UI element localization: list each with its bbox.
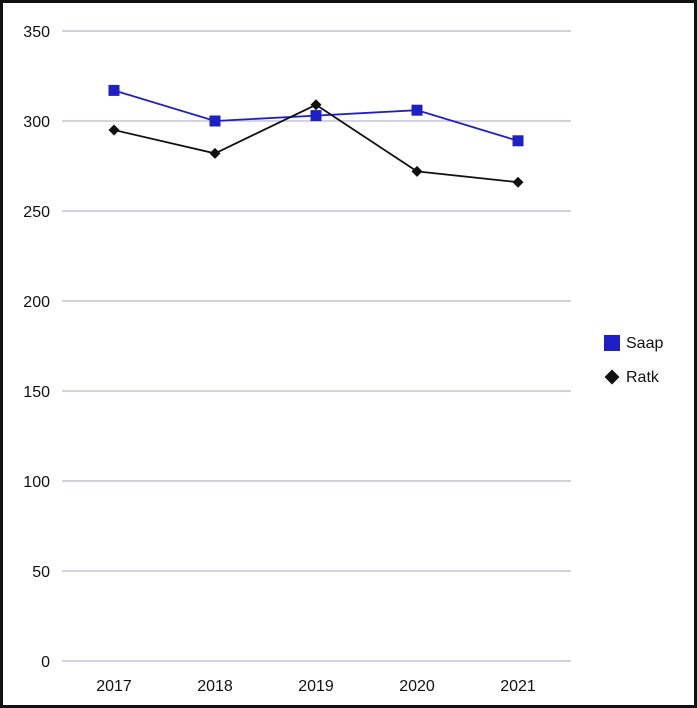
data-point-saap	[209, 115, 221, 127]
gridlines	[62, 30, 571, 662]
data-point-saap	[512, 135, 524, 147]
y-tick-label: 300	[23, 114, 50, 131]
legend-swatch-saap	[604, 335, 620, 351]
y-tick-label: 200	[23, 294, 50, 311]
legend-label-ratk: Ratk	[626, 369, 660, 386]
y-tick-label: 50	[32, 564, 50, 581]
y-tick-label: 150	[23, 384, 50, 401]
x-tick-label: 2019	[298, 678, 334, 695]
data-point-ratk	[108, 124, 120, 136]
data-point-saap	[411, 104, 423, 116]
legend: Saap Ratk	[604, 335, 663, 386]
series-group	[108, 84, 524, 188]
data-point-ratk	[310, 99, 322, 111]
y-tick-label: 0	[41, 654, 50, 671]
data-point-ratk	[209, 147, 221, 159]
y-tick-label: 350	[23, 24, 50, 41]
x-tick-label: 2020	[399, 678, 435, 695]
x-tick-label: 2017	[96, 678, 132, 695]
data-point-ratk	[411, 165, 423, 177]
x-tick-label: 2021	[500, 678, 536, 695]
legend-label-saap: Saap	[626, 335, 663, 352]
y-tick-label: 250	[23, 204, 50, 221]
data-point-saap	[108, 84, 120, 96]
axes: 0 50 100 150 200 250 300 350 2017 2018 2019 2020 202…	[23, 24, 536, 695]
data-point-saap	[310, 110, 322, 122]
legend-swatch-ratk	[604, 369, 620, 385]
y-tick-label: 100	[23, 474, 50, 491]
x-tick-label: 2018	[197, 678, 233, 695]
data-point-ratk	[512, 176, 524, 188]
